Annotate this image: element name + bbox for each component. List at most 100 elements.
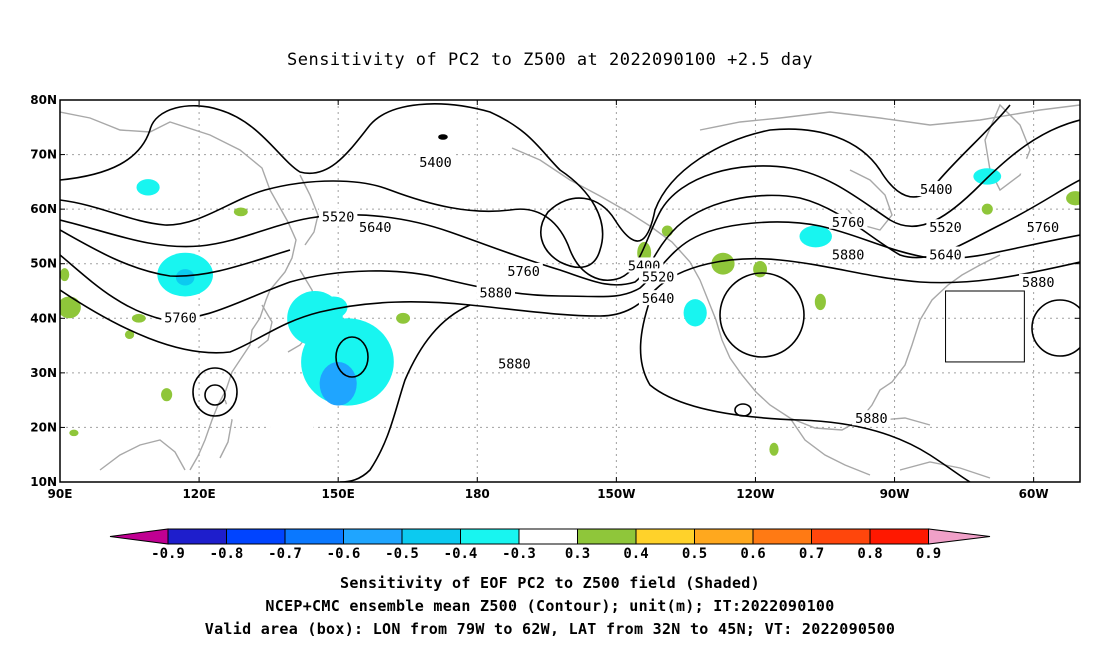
contour-label-8: 5520 xyxy=(642,269,675,285)
coast-alaska xyxy=(511,147,651,227)
contour-label-bg-2 xyxy=(356,219,395,235)
shaded-region-19 xyxy=(661,225,673,237)
lon-label-2: 150E xyxy=(322,487,355,501)
contour-5880-low xyxy=(339,304,471,482)
shaded-region-13 xyxy=(1047,157,1076,174)
contour-label-14: 5640 xyxy=(929,248,962,264)
contour-5400 xyxy=(60,103,1011,269)
colorbar: -0.9 -0.8 -0.7 -0.6 -0.5 -0.4 -0.3 0.3 0.4 0.5 0.6… xyxy=(109,528,991,562)
colorbar-label-10: 0.6 xyxy=(740,546,765,562)
contour-label-bg-4 xyxy=(504,262,543,278)
contour-label-2: 5640 xyxy=(359,220,392,236)
contour-5760 xyxy=(60,221,1080,321)
contour-label-bg-3 xyxy=(161,309,200,325)
shaded-region-1 xyxy=(319,361,357,406)
shaded-region-25 xyxy=(161,388,173,402)
contour-label-bg-14 xyxy=(926,246,965,262)
coastlines xyxy=(60,103,1080,479)
sensitivity-shading xyxy=(60,157,1080,482)
shaded-region-22 xyxy=(60,268,70,282)
contour-5760-nw xyxy=(60,229,291,277)
colorbar-label-7: 0.3 xyxy=(565,546,590,562)
lat-label-3: 50N xyxy=(30,257,57,271)
contour-label-bg-12 xyxy=(917,181,956,197)
contour-5520 xyxy=(60,119,1080,281)
colorbar-left-arrow xyxy=(109,528,169,545)
colorbar-label-4: -0.5 xyxy=(385,546,419,562)
coast-arctic xyxy=(699,104,1080,131)
colorbar-box-4 xyxy=(401,528,461,545)
colorbar-box-12 xyxy=(869,528,929,545)
lon-label-0: 90E xyxy=(48,487,73,501)
colorbar-right-arrow xyxy=(928,528,991,545)
colorbar-label-12: 0.8 xyxy=(857,546,882,562)
lat-label-4: 40N xyxy=(30,311,57,325)
shaded-region-16 xyxy=(711,252,735,275)
map-title: Sensitivity of PC2 to Z500 at 2022090100… xyxy=(286,50,813,70)
lon-label-1: 120E xyxy=(182,487,215,501)
valid-area-box xyxy=(945,290,1025,363)
colorbar-label-3: -0.6 xyxy=(327,546,361,562)
colorbar-label-11: 0.7 xyxy=(799,546,824,562)
contour-label-15: 5760 xyxy=(1027,220,1060,236)
contour-label-bg-13 xyxy=(926,219,965,235)
colorbar-label-2: -0.7 xyxy=(268,546,302,562)
colorbar-label-13: 0.9 xyxy=(916,546,941,562)
contour-label-12: 5400 xyxy=(920,182,953,198)
contour-5880 xyxy=(60,257,1080,354)
contour-label-0: 5400 xyxy=(419,155,452,171)
contour-high-na xyxy=(719,272,805,358)
shaded-region-21 xyxy=(60,296,81,319)
contour-label-bg-0 xyxy=(416,153,455,169)
colorbar-label-1: -0.8 xyxy=(210,546,244,562)
coast-central-america xyxy=(789,417,871,476)
caption-line-2: NCEP+CMC ensemble mean Z500 (Contour); u… xyxy=(265,597,835,615)
shaded-region-20 xyxy=(814,293,826,311)
contour-high-pacific xyxy=(335,336,369,378)
colorbar-box-8 xyxy=(635,528,695,545)
colorbar-box-0 xyxy=(167,528,227,545)
shaded-region-14 xyxy=(1008,157,1032,174)
contour-label-11: 5880 xyxy=(832,248,865,264)
shaded-region-26 xyxy=(233,207,248,217)
contour-label-4: 5760 xyxy=(507,264,540,280)
colorbar-label-9: 0.5 xyxy=(682,546,707,562)
shaded-region-5 xyxy=(250,438,288,482)
contour-label-bg-1 xyxy=(318,208,358,224)
contour-labels: 5400552056405760576058805880540055205640… xyxy=(161,153,1063,427)
coast-na-west xyxy=(649,225,791,419)
contour-small-low xyxy=(438,134,448,140)
shaded-region-8 xyxy=(136,179,160,196)
colorbar-label-8: 0.4 xyxy=(623,546,648,562)
shaded-region-7 xyxy=(175,269,195,286)
lat-label-1: 70N xyxy=(30,148,57,162)
shaded-region-17 xyxy=(753,260,768,278)
lon-label-3: 180 xyxy=(465,487,490,501)
colorbar-box-6 xyxy=(518,528,578,545)
contour-label-bg-5 xyxy=(476,284,516,300)
contour-label-6: 5880 xyxy=(498,357,531,373)
coast-kamchatka xyxy=(299,174,319,246)
shaded-region-3 xyxy=(319,296,348,319)
graticule xyxy=(60,100,1080,482)
colorbar-box-5 xyxy=(460,528,520,545)
shaded-region-9 xyxy=(222,402,241,420)
shaded-region-30 xyxy=(769,442,779,456)
contour-label-3: 5760 xyxy=(164,310,197,326)
lon-label-5: 120W xyxy=(736,487,774,501)
coast-indochina xyxy=(99,439,186,471)
lon-label-6: 90W xyxy=(880,487,910,501)
contour-label-bg-6 xyxy=(495,355,534,371)
contour-high-east xyxy=(1031,299,1080,357)
contour-label-bg-11 xyxy=(828,246,868,262)
shaded-region-23 xyxy=(131,313,146,323)
contour-label-1: 5520 xyxy=(322,209,355,225)
contour-label-13: 5520 xyxy=(929,220,962,236)
shaded-region-11 xyxy=(683,299,707,327)
colorbar-box-2 xyxy=(284,528,344,545)
contour-label-9: 5640 xyxy=(642,291,675,307)
lat-label-7: 10N xyxy=(30,475,57,489)
shaded-region-12 xyxy=(973,168,1002,185)
